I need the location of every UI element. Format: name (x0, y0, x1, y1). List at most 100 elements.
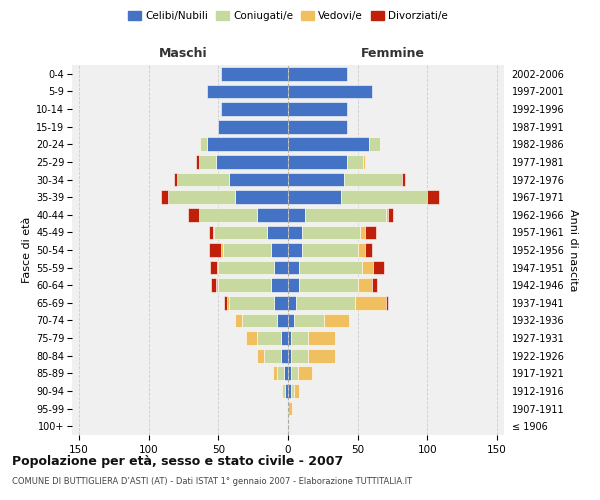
Bar (196, 155, 199, 169)
Bar (283, 384, 285, 398)
Bar (168, 190, 235, 204)
Bar (298, 366, 311, 380)
Bar (288, 84, 371, 98)
Bar (199, 208, 257, 222)
Bar (362, 260, 373, 274)
Bar (344, 172, 402, 186)
Bar (363, 155, 365, 169)
Bar (217, 260, 218, 274)
Bar (386, 296, 388, 310)
Bar (386, 208, 388, 222)
Bar (288, 243, 302, 257)
Bar (215, 278, 218, 292)
Bar (369, 138, 380, 151)
Bar (305, 208, 386, 222)
Bar (288, 296, 296, 310)
Bar (288, 402, 292, 415)
Bar (176, 172, 229, 186)
Bar (235, 190, 288, 204)
Bar (207, 138, 288, 151)
Bar (296, 296, 355, 310)
Bar (257, 349, 265, 362)
Text: COMUNE DI BUTTIGLIERA D’ASTI (AT) - Dati ISTAT 1° gennaio 2007 - Elaborazione TU: COMUNE DI BUTTIGLIERA D’ASTI (AT) - Dati… (12, 478, 412, 486)
Bar (308, 331, 335, 345)
Bar (257, 208, 288, 222)
Bar (288, 67, 347, 80)
Text: Maschi: Maschi (159, 46, 208, 60)
Bar (199, 138, 200, 151)
Bar (291, 349, 308, 362)
Bar (288, 226, 302, 239)
Bar (308, 349, 335, 362)
Bar (211, 278, 215, 292)
Bar (218, 260, 274, 274)
Bar (271, 278, 288, 292)
Bar (281, 331, 288, 345)
Bar (221, 102, 288, 116)
Bar (257, 331, 281, 345)
Bar (365, 226, 376, 239)
Bar (288, 384, 291, 398)
Bar (218, 120, 288, 134)
Bar (288, 208, 305, 222)
Bar (427, 190, 439, 204)
Bar (347, 155, 363, 169)
Bar (277, 314, 288, 328)
Text: Popolazione per età, sesso e stato civile - 2007: Popolazione per età, sesso e stato civil… (12, 455, 343, 468)
Bar (288, 349, 291, 362)
Bar (272, 366, 277, 380)
Bar (291, 366, 298, 380)
Bar (281, 384, 283, 398)
Bar (288, 102, 347, 116)
Bar (288, 331, 291, 345)
Bar (221, 67, 288, 80)
Bar (284, 366, 288, 380)
Bar (274, 296, 288, 310)
Bar (358, 278, 371, 292)
Bar (246, 331, 257, 345)
Bar (302, 226, 361, 239)
Bar (288, 314, 293, 328)
Bar (365, 243, 371, 257)
Bar (293, 384, 299, 398)
Bar (209, 243, 221, 257)
Bar (281, 349, 288, 362)
Bar (288, 120, 347, 134)
Bar (299, 260, 362, 274)
Bar (161, 190, 168, 204)
Text: Femmine: Femmine (361, 46, 425, 60)
Bar (223, 243, 271, 257)
Bar (324, 314, 349, 328)
Bar (288, 172, 344, 186)
Bar (267, 226, 288, 239)
Bar (242, 314, 277, 328)
Bar (174, 172, 176, 186)
Bar (291, 331, 308, 345)
Bar (277, 366, 284, 380)
Bar (288, 155, 347, 169)
Bar (288, 190, 341, 204)
Bar (373, 260, 384, 274)
Legend: Celibi/Nubili, Coniugati/e, Vedovi/e, Divorziati/e: Celibi/Nubili, Coniugati/e, Vedovi/e, Di… (125, 8, 451, 24)
Bar (388, 208, 392, 222)
Bar (199, 155, 215, 169)
Bar (341, 190, 427, 204)
Bar (218, 278, 271, 292)
Bar (358, 243, 365, 257)
Bar (224, 296, 227, 310)
Bar (215, 155, 288, 169)
Bar (293, 314, 324, 328)
Bar (214, 226, 267, 239)
Bar (235, 314, 242, 328)
Bar (200, 138, 207, 151)
Bar (288, 138, 369, 151)
Bar (288, 278, 299, 292)
Bar (291, 384, 293, 398)
Bar (402, 172, 405, 186)
Y-axis label: Fasce di età: Fasce di età (22, 217, 32, 283)
Bar (361, 226, 365, 239)
Bar (229, 172, 288, 186)
Bar (207, 84, 288, 98)
Bar (227, 296, 229, 310)
Bar (188, 208, 199, 222)
